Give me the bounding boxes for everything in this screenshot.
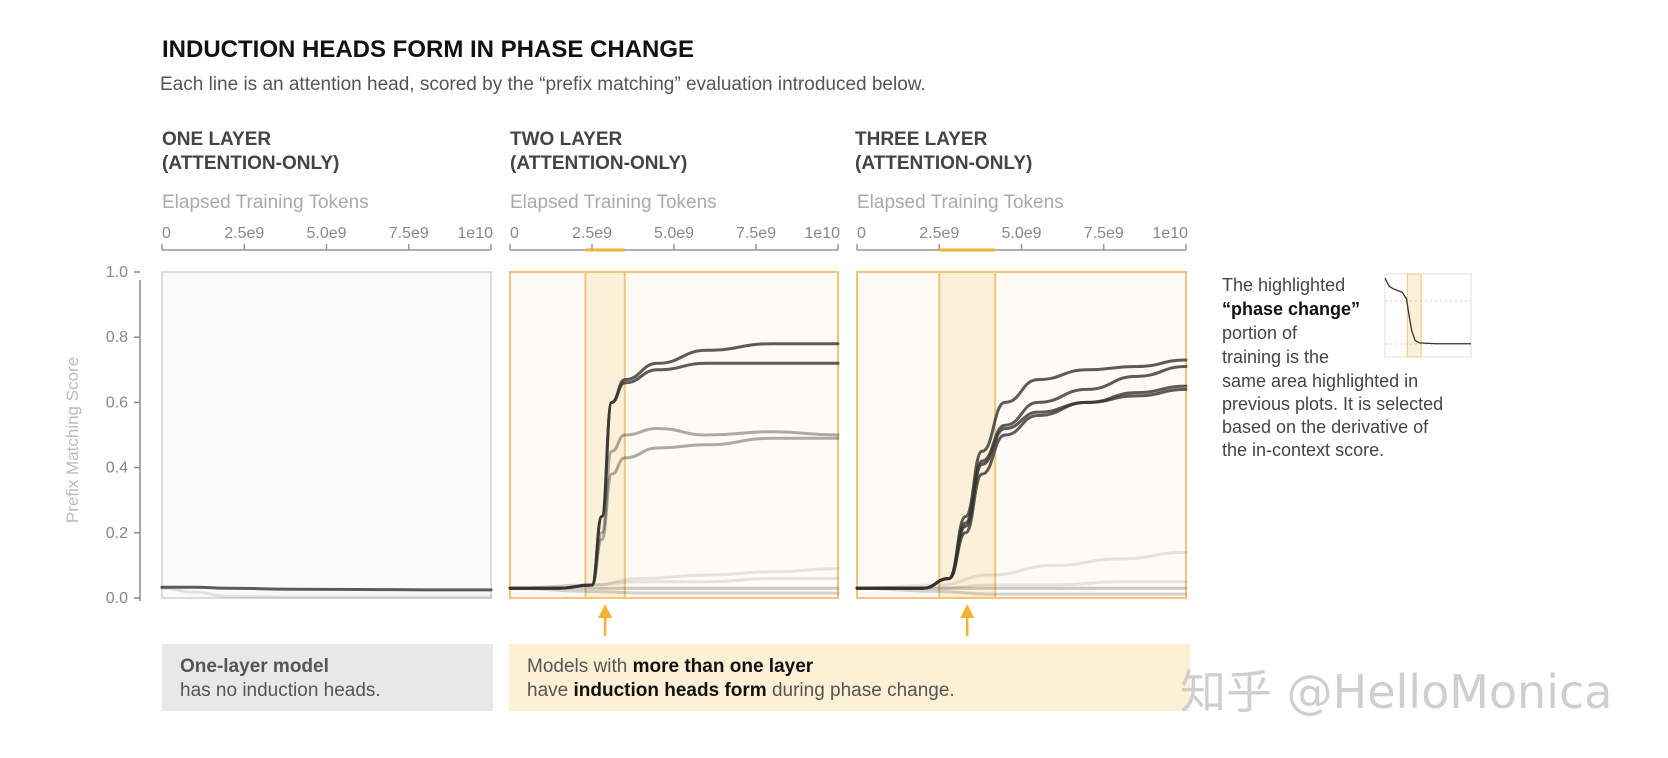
side-note-line: based on the derivative of <box>1222 417 1429 437</box>
x-tick-label: 5.0e9 <box>306 225 346 242</box>
x-tick-label: 2.5e9 <box>919 225 959 242</box>
x-tick-label: 7.5e9 <box>389 225 429 242</box>
box-text-plain: have <box>527 680 573 701</box>
side-note-line: portion of <box>1222 323 1298 343</box>
box-text-bold: more than one layer <box>633 656 814 677</box>
side-note-line: the in-context score. <box>1222 440 1384 460</box>
box-multi-layer: Models with more than one layer have ind… <box>509 644 1190 711</box>
x-tick-label: 7.5e9 <box>1084 225 1124 242</box>
phase-arrow-head <box>598 604 613 618</box>
series-line-head-4 <box>855 384 1188 590</box>
panel-two-layer: TWO LAYER (ATTENTION-ONLY) Elapsed Train… <box>508 129 840 599</box>
series-line-head-2 <box>160 586 493 599</box>
x-tick-label: 5.0e9 <box>1001 225 1041 242</box>
x-axis-label: Elapsed Training Tokens <box>162 192 369 213</box>
phase-change-arrows <box>598 604 975 636</box>
y-tick-label: 1.0 <box>106 264 128 281</box>
side-note-line: The highlighted <box>1222 275 1345 295</box>
x-axis-label: Elapsed Training Tokens <box>510 192 717 213</box>
x-tick-label: 2.5e9 <box>572 225 612 242</box>
panel-title-line1: THREE LAYER <box>855 129 988 150</box>
box-one-layer: One-layer model has no induction heads. <box>162 644 493 711</box>
plot-area <box>509 271 839 599</box>
phase-change-region <box>584 271 626 599</box>
inset-line <box>1384 277 1471 345</box>
panel-title-line1: TWO LAYER <box>510 129 623 150</box>
figure-subtitle: Each line is an attention head, scored b… <box>160 74 926 95</box>
panel-title-line2: (ATTENTION-ONLY) <box>855 153 1032 174</box>
series-line-head-2 <box>508 361 840 590</box>
series-line-head-5 <box>508 567 840 590</box>
x-tick-label: 2.5e9 <box>224 225 264 242</box>
side-note-line: same area highlighted in <box>1222 371 1418 391</box>
box-text-plain: Models with <box>527 656 633 677</box>
inset-frame <box>1384 273 1472 358</box>
series-line-head-8 <box>855 586 1188 596</box>
box-one-layer-bold: One-layer model <box>180 656 329 677</box>
y-axis-label: Prefix Matching Score <box>63 357 82 523</box>
y-tick-label: 0.6 <box>106 394 128 411</box>
x-tick-label: 1e10 <box>1152 225 1188 242</box>
box-multi-layer-line2: have induction heads form during phase c… <box>527 680 955 701</box>
side-note: The highlighted “phase change” portion o… <box>1222 273 1472 460</box>
x-tick-label: 0 <box>857 225 866 242</box>
y-tick-label: 0.0 <box>106 590 128 607</box>
phase-arrow-head <box>960 604 975 618</box>
x-tick-label: 1e10 <box>457 225 493 242</box>
series-line-head-5 <box>855 550 1188 590</box>
panel-one-layer: ONE LAYER (ATTENTION-ONLY) Elapsed Train… <box>160 129 493 599</box>
x-tick-label: 0 <box>510 225 519 242</box>
inset-chart <box>1384 273 1472 358</box>
y-tick-label: 0.8 <box>106 329 128 346</box>
plot-area <box>161 271 492 599</box>
panel-title-line2: (ATTENTION-ONLY) <box>162 153 339 174</box>
series-line-head-1 <box>160 585 493 592</box>
side-note-line: training is the <box>1222 347 1329 367</box>
x-tick-label: 7.5e9 <box>736 225 776 242</box>
x-tick-label: 5.0e9 <box>654 225 694 242</box>
series-line-head-4 <box>508 436 840 590</box>
y-tick-label: 0.2 <box>106 525 128 542</box>
box-multi-layer-bg <box>509 644 1190 711</box>
x-axis-label: Elapsed Training Tokens <box>857 192 1064 213</box>
box-one-layer-text: has no induction heads. <box>180 680 381 701</box>
inset-highlight <box>1406 273 1422 358</box>
y-axis: 0.0 0.2 0.4 0.6 0.8 1.0 Prefix Matching Score <box>63 264 141 607</box>
box-one-layer-bg <box>162 644 493 711</box>
series-line-head-3 <box>508 426 840 590</box>
box-multi-layer-line1: Models with more than one layer <box>527 656 814 677</box>
panel-title-line1: ONE LAYER <box>162 129 271 150</box>
series-line-head-6 <box>855 580 1188 590</box>
panel-three-layer: THREE LAYER (ATTENTION-ONLY) Elapsed Tra… <box>855 129 1188 599</box>
watermark: 知乎 @HelloMonica <box>1180 665 1612 719</box>
x-tick-label: 0 <box>162 225 171 242</box>
box-text-plain: during phase change. <box>767 680 955 701</box>
series-line-head-8 <box>508 586 840 595</box>
side-note-bold: “phase change” <box>1222 299 1360 319</box>
panel-title-line2: (ATTENTION-ONLY) <box>510 153 687 174</box>
side-note-line: previous plots. It is selected <box>1222 394 1443 414</box>
phase-change-region <box>938 271 997 599</box>
x-tick-label: 1e10 <box>804 225 840 242</box>
plot-area <box>856 271 1187 599</box>
y-tick-label: 0.4 <box>106 460 128 477</box>
series-line-head-6 <box>508 576 840 590</box>
figure-title: INDUCTION HEADS FORM IN PHASE CHANGE <box>162 36 694 63</box>
box-text-bold: induction heads form <box>573 680 766 701</box>
